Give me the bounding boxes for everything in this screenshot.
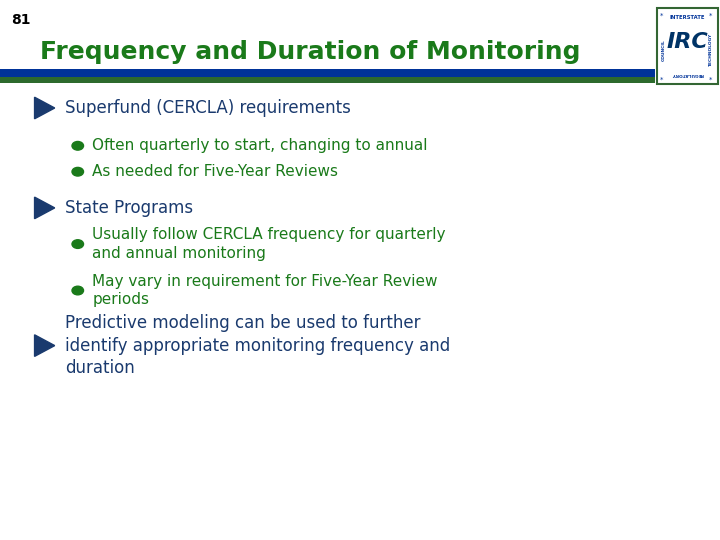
Polygon shape xyxy=(35,197,55,219)
Text: *: * xyxy=(660,76,663,83)
Polygon shape xyxy=(35,97,55,119)
Bar xyxy=(0,69,655,78)
Text: IRC: IRC xyxy=(667,32,708,52)
Bar xyxy=(0,77,655,83)
Text: May vary in requirement for Five-Year Review
periods: May vary in requirement for Five-Year Re… xyxy=(92,274,438,307)
Text: *: * xyxy=(660,13,663,19)
Text: REGULATORY: REGULATORY xyxy=(671,72,703,76)
Text: Frequency and Duration of Monitoring: Frequency and Duration of Monitoring xyxy=(40,40,580,64)
Text: TECHNOLOGY: TECHNOLOGY xyxy=(708,33,713,66)
Circle shape xyxy=(72,141,84,150)
Bar xyxy=(657,8,718,84)
Text: State Programs: State Programs xyxy=(65,199,193,217)
Circle shape xyxy=(72,167,84,176)
Polygon shape xyxy=(35,335,55,356)
Text: *: * xyxy=(709,13,713,19)
Text: 81: 81 xyxy=(11,14,30,28)
Circle shape xyxy=(72,240,84,248)
Text: Predictive modeling can be used to further
identify appropriate monitoring frequ: Predictive modeling can be used to furth… xyxy=(65,314,450,377)
Text: Often quarterly to start, changing to annual: Often quarterly to start, changing to an… xyxy=(92,138,428,153)
Text: *: * xyxy=(709,76,713,83)
Text: INTERSTATE: INTERSTATE xyxy=(670,15,705,19)
Text: COUNCIL: COUNCIL xyxy=(662,39,666,60)
Text: As needed for Five-Year Reviews: As needed for Five-Year Reviews xyxy=(92,164,338,179)
Circle shape xyxy=(72,286,84,295)
Text: Superfund (CERCLA) requirements: Superfund (CERCLA) requirements xyxy=(65,99,351,117)
Text: Usually follow CERCLA frequency for quarterly
and annual monitoring: Usually follow CERCLA frequency for quar… xyxy=(92,227,446,261)
